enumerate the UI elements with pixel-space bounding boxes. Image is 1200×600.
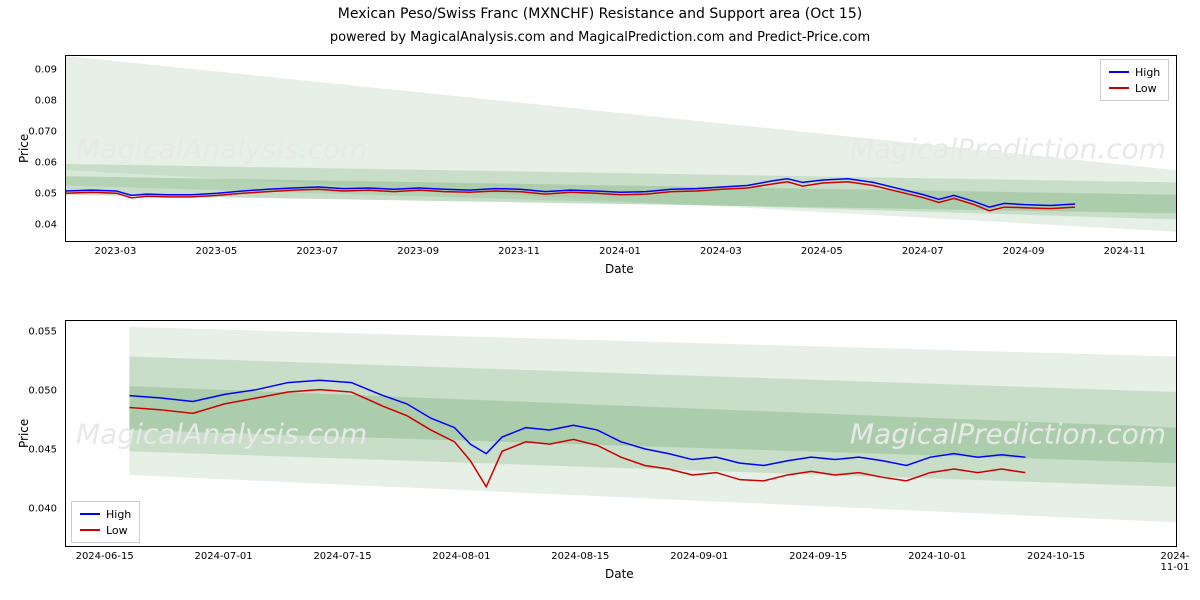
top-chart-xlabel: Date (605, 262, 634, 276)
legend-swatch-high (1109, 71, 1129, 73)
top-chart-panel: MagicalAnalysis.com MagicalPrediction.co… (65, 55, 1177, 242)
legend-item-low: Low (1109, 80, 1160, 96)
top-chart-ylabel: Price (17, 133, 31, 162)
bottom-chart-svg (66, 321, 1176, 546)
bottom-chart-panel: MagicalAnalysis.com MagicalPrediction.co… (65, 320, 1177, 547)
bottom-chart-xlabel: Date (605, 567, 634, 581)
legend-swatch-high (80, 513, 100, 515)
legend-label-low: Low (1135, 82, 1157, 95)
legend-item-low: Low (80, 522, 131, 538)
bottom-chart-ylabel: Price (17, 418, 31, 447)
figure: Mexican Peso/Swiss Franc (MXNCHF) Resist… (0, 0, 1200, 600)
legend-item-high: High (80, 506, 131, 522)
figure-title: Mexican Peso/Swiss Franc (MXNCHF) Resist… (0, 6, 1200, 22)
bottom-chart-legend: High Low (71, 501, 140, 543)
legend-swatch-low (80, 529, 100, 531)
top-chart-svg (66, 56, 1176, 241)
legend-label-high: High (1135, 66, 1160, 79)
legend-swatch-low (1109, 87, 1129, 89)
legend-label-high: High (106, 508, 131, 521)
figure-subtitle: powered by MagicalAnalysis.com and Magic… (0, 30, 1200, 45)
legend-label-low: Low (106, 524, 128, 537)
legend-item-high: High (1109, 64, 1160, 80)
top-chart-legend: High Low (1100, 59, 1169, 101)
